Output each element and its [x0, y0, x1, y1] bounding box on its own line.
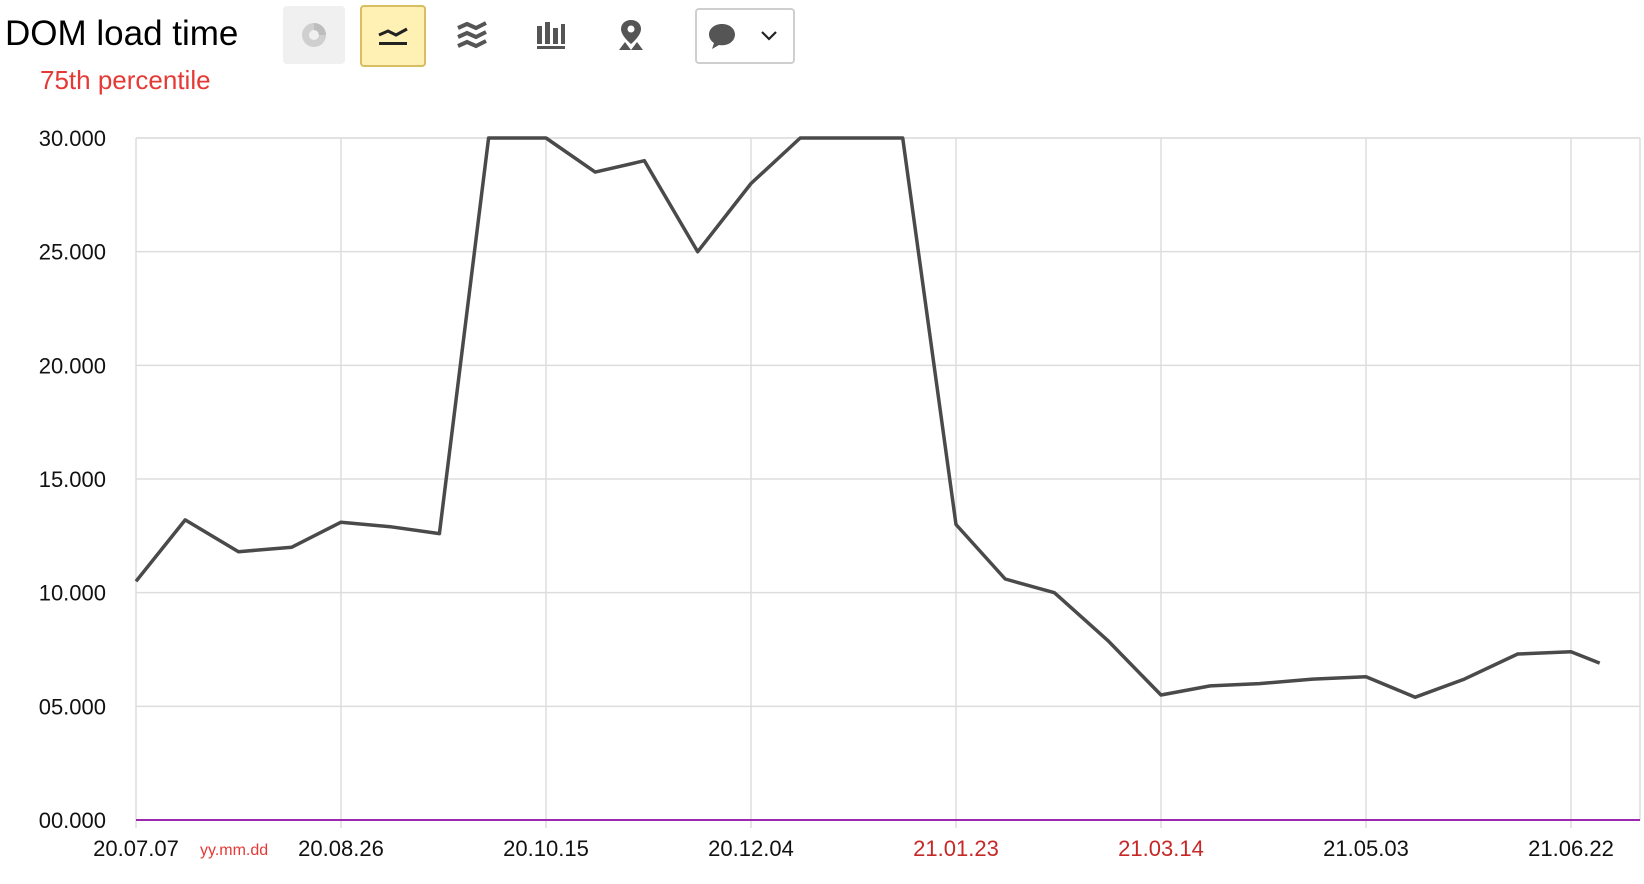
x-tick-label: 21.01.23: [913, 836, 999, 861]
x-tick-label: 20.07.07: [93, 836, 179, 861]
x-tick-label: 20.10.15: [503, 836, 589, 861]
pie-chart-icon: [302, 23, 326, 47]
y-tick-label: 20.000: [39, 353, 106, 378]
map-pin-icon: [619, 20, 643, 50]
chevron-down-icon: [761, 31, 777, 41]
comments-dropdown[interactable]: [695, 8, 795, 64]
area-chart-button[interactable]: [441, 6, 503, 64]
x-tick-label: 21.06.22: [1528, 836, 1614, 861]
x-tick-label: 20.08.26: [298, 836, 384, 861]
x-tick-label: 20.12.04: [708, 836, 794, 861]
map-button[interactable]: [600, 6, 662, 64]
date-format-label: yy.mm.dd: [200, 842, 268, 859]
area-chart-icon: [457, 21, 487, 49]
x-tick-label: 21.03.14: [1118, 836, 1204, 861]
chart-subtitle: 75th percentile: [40, 65, 211, 95]
y-tick-label: 00.000: [39, 808, 106, 833]
comment-icon: [709, 24, 735, 49]
bar-chart-button[interactable]: [520, 6, 582, 64]
y-tick-label: 30.000: [39, 126, 106, 151]
line-chart-icon: [378, 27, 408, 45]
y-tick-label: 05.000: [39, 694, 106, 719]
bar-chart-icon: [537, 22, 565, 49]
line-chart-button[interactable]: [360, 5, 426, 67]
y-tick-label: 15.000: [39, 467, 106, 492]
page-title: DOM load time: [5, 14, 239, 53]
x-tick-label: 21.05.03: [1323, 836, 1409, 861]
y-tick-label: 25.000: [39, 240, 106, 265]
pie-chart-button[interactable]: [283, 6, 345, 64]
series-line: [134, 136, 1601, 699]
y-tick-label: 10.000: [39, 581, 106, 606]
